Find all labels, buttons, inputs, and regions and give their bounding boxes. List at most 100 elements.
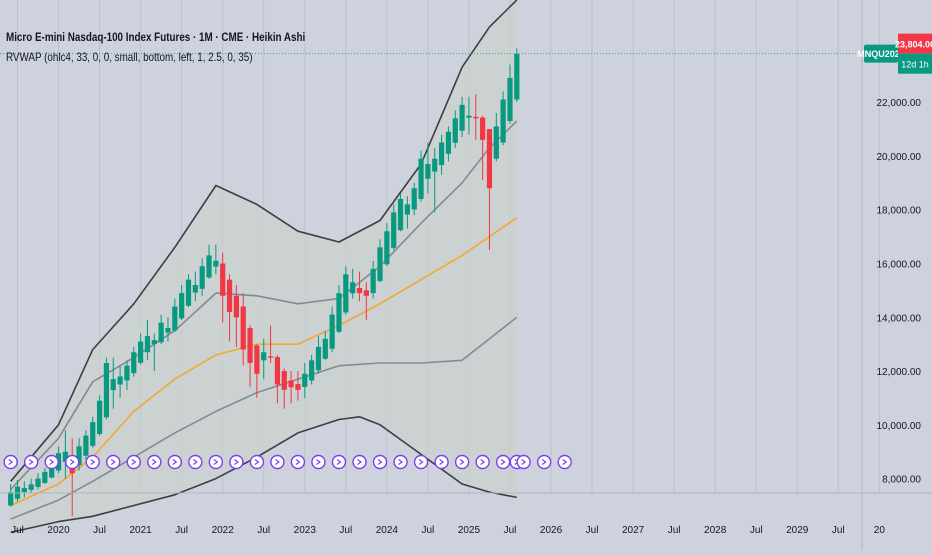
- candle: [397, 193, 404, 232]
- candle: [363, 282, 369, 320]
- x-tick-label: Jul: [11, 525, 24, 536]
- event-marker-icon[interactable]: [126, 454, 141, 470]
- candle: [110, 357, 116, 409]
- candle: [90, 416, 96, 448]
- x-tick-label: 2023: [294, 525, 317, 536]
- event-marker-icon[interactable]: [290, 454, 306, 470]
- price-axis[interactable]: 8,000.00 10,000.00 12,000.00 14,000.00 16,00…: [861, 0, 922, 550]
- x-tick-label: 2028: [704, 525, 727, 536]
- chart-title[interactable]: Micro E-mini Nasdaq-100 Index Futures · …: [6, 30, 306, 44]
- event-marker-icon[interactable]: [147, 454, 162, 470]
- candle-body: [8, 492, 14, 506]
- candle-body: [151, 340, 157, 345]
- event-marker-icon[interactable]: [249, 454, 265, 470]
- event-marker-icon[interactable]: [352, 454, 367, 470]
- candle: [220, 252, 226, 323]
- candle-body: [206, 255, 212, 278]
- time-axis[interactable]: Jul 2020 Jul 2021 Jul 2022 Jul 2023 Jul 2024 Jul 20…: [0, 492, 932, 536]
- event-marker-icon[interactable]: [495, 454, 511, 470]
- indicator-legend[interactable]: RVWAP (ohlc4, 33, 0, 0, small, bottom, l…: [6, 50, 253, 64]
- candle: [226, 274, 233, 342]
- candle-body: [185, 279, 192, 306]
- event-marker-icon[interactable]: [331, 454, 347, 470]
- candle-body: [500, 99, 506, 143]
- x-tick-label: 2020: [47, 525, 70, 536]
- candle-body: [62, 451, 68, 462]
- candle: [144, 319, 151, 361]
- candle-body: [384, 231, 390, 265]
- candle: [172, 298, 178, 333]
- candle: [103, 357, 110, 420]
- candle-body: [411, 188, 417, 210]
- candle: [486, 129, 493, 251]
- event-marker-icon[interactable]: [557, 454, 572, 470]
- candle-body: [267, 356, 274, 358]
- event-marker-icon[interactable]: [393, 454, 408, 470]
- event-marker-icon[interactable]: [23, 454, 39, 470]
- candle: [466, 96, 472, 135]
- candle: [96, 395, 103, 436]
- candle-body: [76, 446, 82, 466]
- candle-body: [370, 268, 376, 294]
- last-price-label: 23,804.00: [895, 40, 932, 50]
- x-tick-label: 20: [874, 525, 886, 536]
- candle-body: [96, 400, 103, 434]
- candle-body: [445, 131, 452, 154]
- candle-body: [343, 274, 349, 313]
- candle: [288, 371, 294, 404]
- candle: [315, 336, 322, 374]
- candle: [254, 344, 260, 398]
- candle: [356, 271, 363, 302]
- y-tick-label: 12,000.00: [877, 367, 922, 378]
- event-marker-icon[interactable]: [516, 454, 531, 470]
- event-marker-icon[interactable]: [413, 454, 429, 470]
- candle-body: [144, 336, 151, 353]
- event-marker-icon[interactable]: [434, 454, 449, 470]
- candle: [124, 360, 130, 390]
- event-marker-icon[interactable]: [44, 454, 59, 470]
- event-marker-icon[interactable]: [311, 454, 326, 470]
- candle: [261, 338, 267, 380]
- x-tick-label: Jul: [175, 525, 188, 536]
- event-marker-icon[interactable]: [475, 454, 490, 470]
- event-marker-icon[interactable]: [270, 454, 285, 470]
- candle: [158, 314, 164, 345]
- event-markers[interactable]: [3, 454, 572, 470]
- candle-body: [309, 360, 315, 381]
- candle-body: [220, 263, 226, 296]
- event-marker-icon[interactable]: [85, 454, 100, 470]
- event-marker-icon[interactable]: [106, 454, 121, 470]
- candle-body: [90, 422, 96, 446]
- candle-body: [192, 285, 198, 293]
- candle: [309, 354, 315, 385]
- x-tick-label: 2027: [622, 525, 645, 536]
- event-marker-icon[interactable]: [454, 454, 470, 470]
- event-marker-icon[interactable]: [65, 454, 80, 470]
- candle: [459, 96, 465, 138]
- candle: [343, 266, 349, 315]
- candle: [336, 285, 342, 334]
- candle: [514, 48, 520, 103]
- candle: [83, 430, 89, 460]
- event-marker-icon[interactable]: [3, 454, 18, 470]
- event-marker-icon[interactable]: [372, 454, 388, 470]
- candle: [370, 260, 376, 299]
- candle: [138, 333, 144, 365]
- candle-body: [131, 352, 137, 374]
- event-marker-icon[interactable]: [188, 454, 203, 470]
- event-marker-icon[interactable]: [536, 454, 552, 470]
- candle-body: [21, 488, 27, 493]
- candle: [21, 481, 27, 498]
- event-marker-icon[interactable]: [208, 454, 224, 470]
- candle: [192, 271, 198, 302]
- candle: [199, 258, 205, 296]
- x-tick-label: 2029: [786, 525, 809, 536]
- event-marker-icon[interactable]: [229, 454, 244, 470]
- event-marker-icon[interactable]: [167, 454, 183, 470]
- candle-body: [486, 129, 493, 189]
- candle-body: [302, 373, 308, 387]
- candle-body: [432, 158, 438, 172]
- countdown-tag: [898, 53, 932, 74]
